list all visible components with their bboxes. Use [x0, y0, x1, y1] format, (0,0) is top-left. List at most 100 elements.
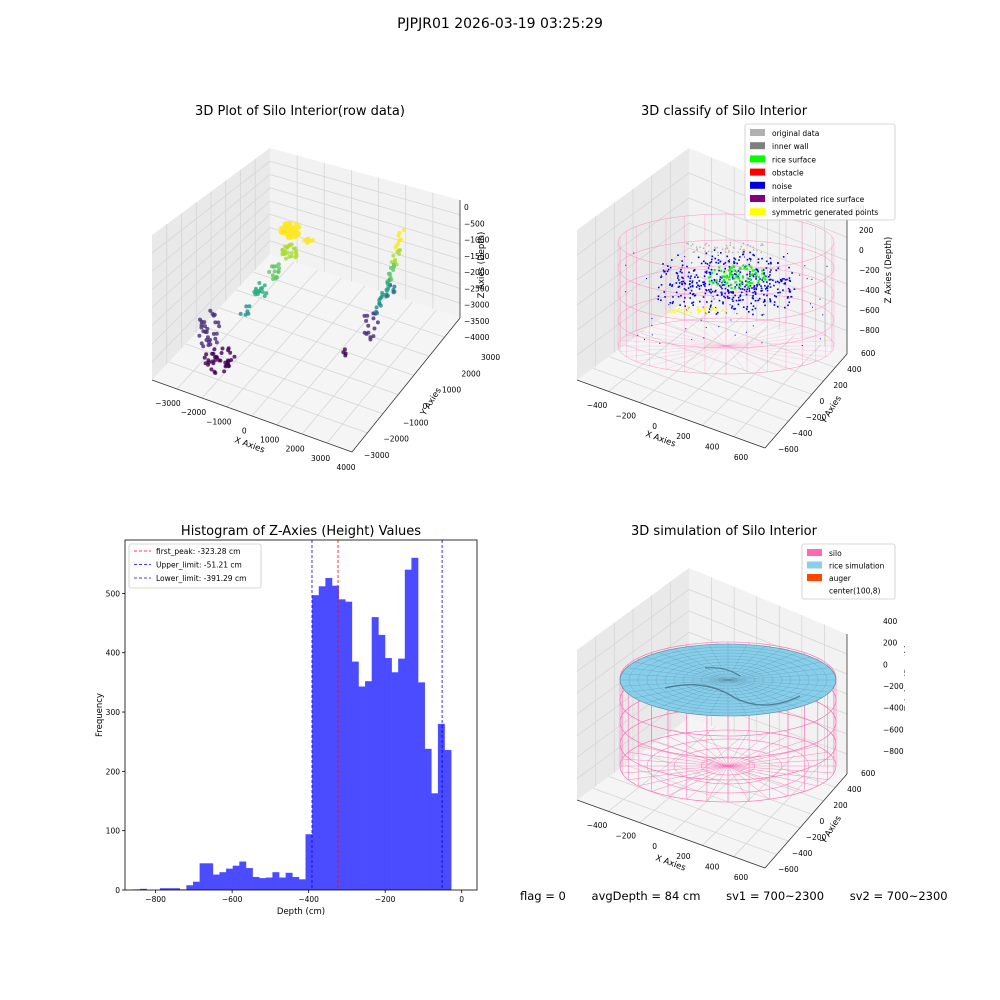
p2-original-point [717, 251, 719, 254]
floor-grid-y [219, 307, 414, 376]
p1-point [293, 255, 298, 260]
p2-noise-point [720, 291, 723, 294]
p1-point [260, 290, 265, 295]
p2-original-point [760, 244, 762, 247]
hist-bar [378, 634, 386, 890]
p2-noise-point [665, 273, 668, 275]
p1-point [199, 325, 204, 330]
p4-z-tick-label: 400 [883, 617, 898, 626]
p1-point [232, 354, 237, 359]
hist-bar [140, 888, 147, 890]
hist-bar [305, 834, 313, 890]
hist-bar [159, 888, 167, 890]
p2-noise-point [703, 281, 706, 283]
p2-noise-point [678, 282, 681, 284]
p2-noise-point [727, 285, 730, 287]
p2-noise-point [765, 267, 768, 269]
p2-noise-point [689, 277, 692, 280]
p2-noise-point [687, 287, 690, 289]
panel1-title: 3D Plot of Silo Interior(row data) [195, 104, 405, 119]
p2-noise-point [702, 283, 705, 286]
p2-rice-point [757, 275, 760, 278]
hist-bar [173, 888, 181, 890]
p2-noise-point [783, 277, 785, 280]
p2-silo-spoke [725, 345, 826, 357]
p4-y-tick-label: −600 [778, 865, 799, 874]
p2-noise-point [769, 286, 772, 288]
p2-x-tick-label: −200 [615, 411, 636, 420]
p4-rice-mesh [658, 652, 729, 681]
p1-point [342, 347, 347, 352]
p1-point [228, 350, 233, 355]
hist-bar [298, 879, 306, 890]
p2-noise-point [777, 292, 779, 294]
hist-bar [398, 658, 406, 890]
p2-noise-point [742, 299, 744, 301]
p2-rice-point [738, 284, 741, 287]
panel3-title: Histogram of Z-Axies (Height) Values [180, 524, 422, 539]
p2-noise-point [791, 272, 793, 274]
p2-rice-point [761, 276, 764, 279]
p2-rice-point [748, 278, 751, 281]
p2-noise-point [681, 266, 683, 268]
status-sv2: sv2 = 700~2300 [849, 889, 948, 903]
p2-noise-point [739, 271, 742, 274]
p2-noise-point [749, 258, 752, 260]
p2-original-point [724, 248, 727, 250]
p1-point [288, 242, 293, 247]
p2-rice-point [749, 265, 752, 268]
p2-noise-point [738, 287, 740, 289]
p2-noise-point [776, 288, 779, 291]
p1-z-tick-label: −3500 [464, 317, 490, 326]
p2-zlabel: Z Axies (Depth) [884, 237, 894, 304]
p2-noise-point [754, 299, 757, 302]
p2-silo-spoke [636, 330, 727, 347]
p2-original-point [752, 248, 755, 251]
p2-legend-swatch [750, 155, 765, 163]
hist-bar [166, 888, 174, 890]
p2-rice-point [745, 264, 748, 267]
p2-noise-point [657, 286, 660, 289]
p2-noise-point [769, 261, 772, 264]
p2-noise-point [809, 303, 811, 305]
panel4-title: 3D simulation of Silo Interior [631, 524, 817, 539]
p2-rice-point [708, 280, 711, 283]
p2-original-point [724, 251, 727, 253]
p2-noise-point [811, 306, 813, 308]
hist-bar [272, 872, 280, 890]
p2-noise-point [767, 285, 769, 287]
p1-point [302, 238, 307, 243]
p1-point [386, 271, 391, 276]
p2-noise-point [779, 291, 781, 294]
p2-noise-point [753, 288, 755, 290]
p1-point [212, 347, 217, 352]
p2-noise-point [719, 260, 722, 263]
p2-original-point [725, 244, 728, 247]
p1-z-tick-label: 0 [464, 203, 469, 212]
p2-noise-point [688, 283, 691, 286]
p2-noise-point [689, 292, 692, 294]
p4-y-tick-label: 600 [861, 769, 876, 778]
p2-symmetric-point [683, 311, 686, 314]
p2-noise-point [762, 269, 765, 271]
p2-original-point [729, 242, 732, 244]
p2-silo-spoke [665, 345, 727, 370]
p2-noise-point [790, 295, 792, 298]
p2-noise-point [684, 282, 687, 285]
p2-noise-point [693, 294, 696, 297]
floor-grid-y [592, 367, 777, 435]
p4-silo-floor-ring [673, 747, 783, 785]
p2-rice-point [726, 276, 729, 279]
p2-noise-point [668, 304, 670, 306]
p2-noise-point [745, 331, 747, 333]
p4-rice-mesh [673, 648, 729, 681]
p2-noise-point [761, 289, 763, 292]
p2-noise-point [675, 271, 678, 274]
hist-bar [318, 586, 326, 890]
p2-original-point [737, 251, 740, 253]
p1-point [213, 355, 218, 360]
p4-rice-mesh [727, 644, 747, 681]
p4-x-tick-label: 0 [652, 842, 657, 851]
p2-rice-point [732, 265, 735, 268]
wall-grid [688, 197, 848, 262]
